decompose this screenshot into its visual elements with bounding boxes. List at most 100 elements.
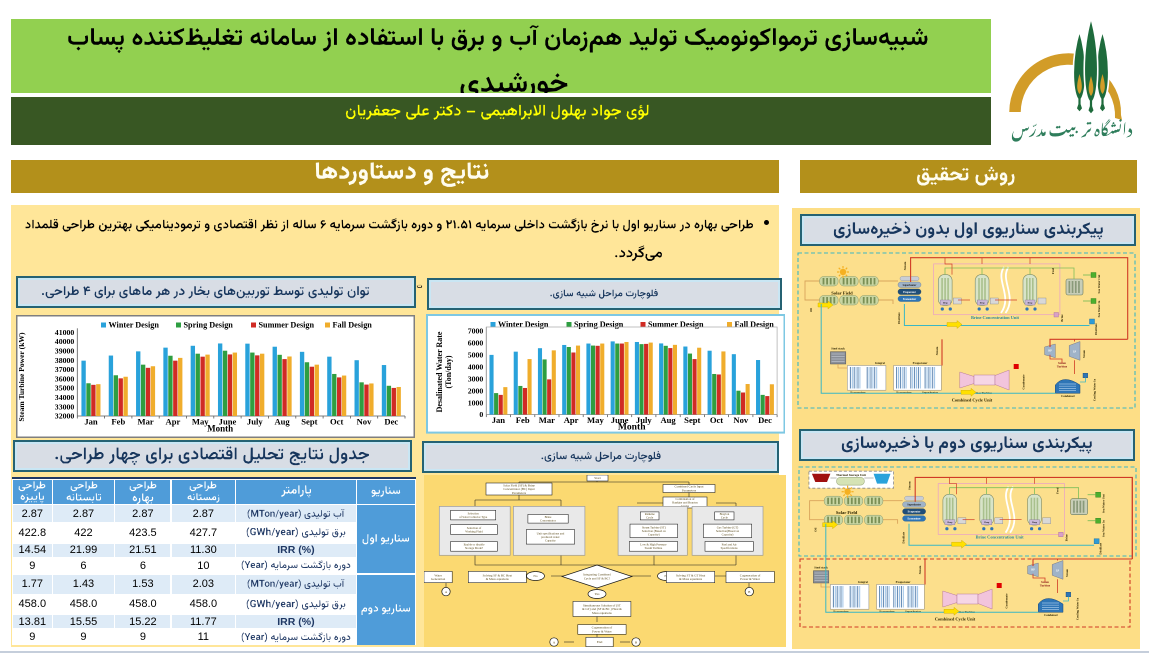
- svg-text:Selection (Based on: Selection (Based on: [642, 529, 666, 533]
- svg-text:Distillate: Distillate: [1094, 323, 1098, 335]
- svg-text:Solving SF & BC Heat: Solving SF & BC Heat: [483, 573, 513, 577]
- svg-text:Combined Cycle Unit: Combined Cycle Unit: [952, 398, 993, 403]
- svg-text:Selection: Selection: [468, 511, 480, 515]
- svg-text:Superheater: Superheater: [907, 504, 922, 507]
- svg-text:Yes: Yes: [595, 592, 601, 596]
- svg-text:May: May: [192, 416, 209, 426]
- svg-text:Sept: Sept: [684, 415, 700, 425]
- svg-text:Condenser: Condenser: [1044, 613, 1059, 617]
- svg-text:Dec: Dec: [384, 416, 398, 426]
- svg-text:Brayton: Brayton: [720, 512, 730, 516]
- svg-text:Condenser: Condenser: [1061, 394, 1076, 398]
- svg-text:Low & High Pressure: Low & High Pressure: [640, 543, 667, 547]
- svg-text:Concentrator: Concentrator: [540, 519, 556, 523]
- svg-text:Distillate: Distillate: [1099, 542, 1103, 554]
- svg-text:Feed: Feed: [1051, 268, 1055, 274]
- svg-text:Drop: Drop: [980, 303, 986, 305]
- svg-text:Condensate: Condensate: [1022, 374, 1026, 390]
- svg-text:End: End: [597, 640, 603, 644]
- svg-text:3000: 3000: [467, 375, 483, 384]
- svg-text:39000: 39000: [54, 346, 74, 355]
- svg-text:Steam: Steam: [908, 481, 912, 490]
- svg-text:Storage Mode?: Storage Mode?: [465, 546, 484, 550]
- svg-text:Feb: Feb: [111, 416, 125, 426]
- svg-text:July: July: [635, 415, 651, 425]
- svg-text:1000: 1000: [467, 399, 483, 408]
- svg-text:Sea Water In: Sea Water In: [1102, 520, 1106, 537]
- svg-text:B: B: [635, 640, 638, 644]
- svg-text:5000: 5000: [467, 351, 483, 360]
- svg-text:Apr: Apr: [165, 416, 180, 426]
- svg-text:Aug: Aug: [660, 415, 676, 425]
- svg-text:Apr: Apr: [563, 415, 578, 425]
- svg-text:Aug: Aug: [274, 416, 290, 426]
- svg-text:Parameters: Parameters: [512, 491, 527, 495]
- svg-text:Fall Design: Fall Design: [734, 320, 774, 329]
- svg-text:Enable or disable: Enable or disable: [464, 543, 485, 547]
- svg-text:Spring Design: Spring Design: [574, 320, 624, 329]
- svg-text:Superheater: Superheater: [905, 610, 921, 614]
- svg-text:41000: 41000: [54, 327, 74, 336]
- svg-text:Jan: Jan: [84, 416, 98, 426]
- svg-text:Generation: Generation: [431, 577, 446, 581]
- svg-text:Month: Month: [207, 423, 233, 433]
- svg-text:36000: 36000: [54, 374, 74, 383]
- svg-text:Drop: Drop: [984, 522, 990, 524]
- svg-text:Rankine and Brayton: Rankine and Brayton: [672, 501, 698, 505]
- svg-text:Distillate: Distillate: [902, 531, 906, 543]
- svg-text:Start: Start: [594, 476, 600, 480]
- svg-text:Mar: Mar: [137, 416, 153, 426]
- svg-text:33000: 33000: [54, 402, 74, 411]
- svg-text:Capacity): Capacity): [648, 533, 660, 537]
- svg-text:Economizer: Economizer: [896, 391, 912, 395]
- svg-text:Sea Water Out: Sea Water Out: [1097, 275, 1101, 294]
- svg-text:Parameters: Parameters: [682, 489, 697, 493]
- svg-text:Jan: Jan: [491, 415, 505, 425]
- svg-text:Turbine: Turbine: [1057, 365, 1068, 369]
- svg-text:Superheater: Superheater: [903, 284, 918, 287]
- svg-text:Brine: Brine: [545, 515, 552, 519]
- svg-text:4000: 4000: [467, 363, 483, 372]
- svg-text:Superheater: Superheater: [922, 391, 938, 395]
- svg-text:Simultaneous Solution of (ST: Simultaneous Solution of (ST: [583, 603, 621, 607]
- svg-text:produced water: produced water: [541, 535, 560, 539]
- svg-text:37000: 37000: [54, 365, 74, 374]
- svg-text:Concentrator (BC) Input: Concentrator (BC) Input: [503, 487, 534, 491]
- svg-text:Power & Water: Power & Water: [592, 630, 613, 634]
- svg-text:Condensate: Condensate: [1005, 593, 1009, 609]
- svg-text:Gas Turbine (GT): Gas Turbine (GT): [717, 525, 739, 529]
- svg-text:Working Fluid: Working Fluid: [465, 529, 483, 533]
- svg-text:Sept: Sept: [301, 416, 317, 426]
- svg-text:Cycle: Cycle: [721, 516, 729, 520]
- svg-text:Steel stack: Steel stack: [831, 347, 845, 351]
- svg-text:HP: HP: [1031, 569, 1035, 572]
- svg-text:Brine: Brine: [1065, 533, 1069, 541]
- svg-text:No: No: [533, 574, 537, 578]
- svg-text:Rankine: Rankine: [645, 512, 656, 516]
- svg-text:Summer Design: Summer Design: [647, 320, 703, 329]
- svg-text:Economizer: Economizer: [907, 518, 921, 521]
- svg-text:Spring Design: Spring Design: [183, 320, 233, 329]
- svg-text:Steam: Steam: [903, 261, 907, 270]
- svg-text:Cogeneration of: Cogeneration of: [592, 626, 614, 630]
- svg-text:32000: 32000: [54, 411, 74, 420]
- svg-text:Solving ST & GT Heat: Solving ST & GT Heat: [676, 573, 706, 577]
- svg-text:Economizer: Economizer: [833, 610, 849, 614]
- svg-text:Evaporator: Evaporator: [896, 580, 912, 584]
- svg-text:Brine Concentration Unit: Brine Concentration Unit: [971, 315, 1020, 320]
- svg-text:(Ton/day): (Ton/day): [444, 356, 453, 389]
- svg-text:& Mass equations: & Mass equations: [679, 577, 703, 581]
- svg-text:June: June: [610, 415, 628, 425]
- svg-text:Solar Field (SF) & Brine: Solar Field (SF) & Brine: [503, 483, 535, 487]
- svg-text:Economizer: Economizer: [903, 298, 917, 301]
- svg-text:Dec: Dec: [758, 415, 772, 425]
- svg-text:Cogeneration of: Cogeneration of: [740, 573, 762, 577]
- svg-text:Water: Water: [434, 573, 442, 577]
- svg-text:Cooling Water In: Cooling Water In: [1075, 598, 1079, 621]
- svg-text:Steam: Steam: [1065, 569, 1069, 577]
- svg-text:Selection(Based on: Selection(Based on: [716, 529, 740, 533]
- svg-text:Winter Design: Winter Design: [498, 320, 549, 329]
- svg-text:Mar: Mar: [538, 415, 554, 425]
- svg-text:Integral: Integral: [875, 362, 885, 365]
- svg-text:Unit specifications and: Unit specifications and: [537, 531, 565, 535]
